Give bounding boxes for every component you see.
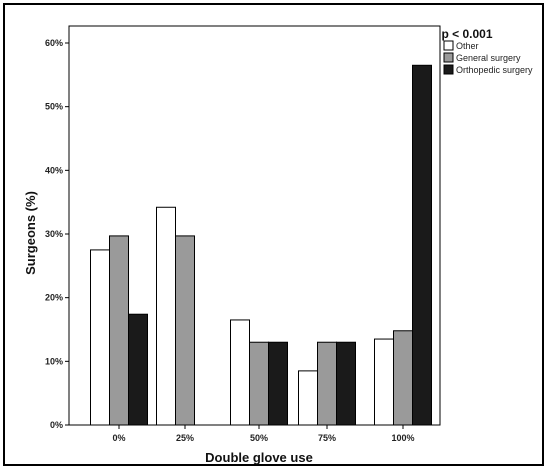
bar-general-surgery-50pct <box>249 341 269 426</box>
legend-swatch-general-surgery <box>443 52 454 63</box>
bar-general-surgery-100pct <box>393 330 413 426</box>
bar-orthopedic-surgery-0pct <box>128 313 148 426</box>
y-tick-label: 60% <box>45 38 63 48</box>
y-tick-label: 40% <box>45 165 63 175</box>
x-axis-title: Double glove use <box>205 450 313 465</box>
legend-label: Orthopedic surgery <box>456 65 533 75</box>
legend-label: Other <box>456 41 479 51</box>
y-tick-label: 50% <box>45 102 63 112</box>
x-tick-label: 75% <box>318 433 336 443</box>
bar-general-surgery-75pct <box>317 341 337 426</box>
bar-other-25pct <box>156 206 176 426</box>
bar-orthopedic-surgery-100pct <box>412 64 432 426</box>
bar-other-75pct <box>298 370 318 426</box>
bar-orthopedic-surgery-50pct <box>268 341 288 426</box>
x-tick-label: 0% <box>112 433 125 443</box>
y-tick-label: 20% <box>45 293 63 303</box>
bar-general-surgery-0pct <box>109 235 129 426</box>
y-tick-label: 0% <box>50 420 63 430</box>
legend-swatch-orthopedic-surgery <box>443 64 454 75</box>
y-tick-label: 30% <box>45 229 63 239</box>
x-tick-label: 100% <box>391 433 414 443</box>
bar-orthopedic-surgery-75pct <box>336 341 356 426</box>
chart-legend: Other General surgery Orthopedic surgery <box>443 40 533 75</box>
y-tick-label: 10% <box>45 356 63 366</box>
y-axis-title: Surgeons (%) <box>23 191 38 275</box>
x-tick-label: 25% <box>176 433 194 443</box>
bar-general-surgery-25pct <box>175 235 195 426</box>
legend-swatch-other <box>443 40 454 51</box>
legend-label: General surgery <box>456 53 521 63</box>
bar-other-50pct <box>230 319 250 426</box>
chart-title: p < 0.001 <box>441 27 492 41</box>
bar-other-100pct <box>374 338 394 426</box>
x-tick-label: 50% <box>250 433 268 443</box>
bar-other-0pct <box>90 249 110 426</box>
chart-bars <box>90 64 432 426</box>
